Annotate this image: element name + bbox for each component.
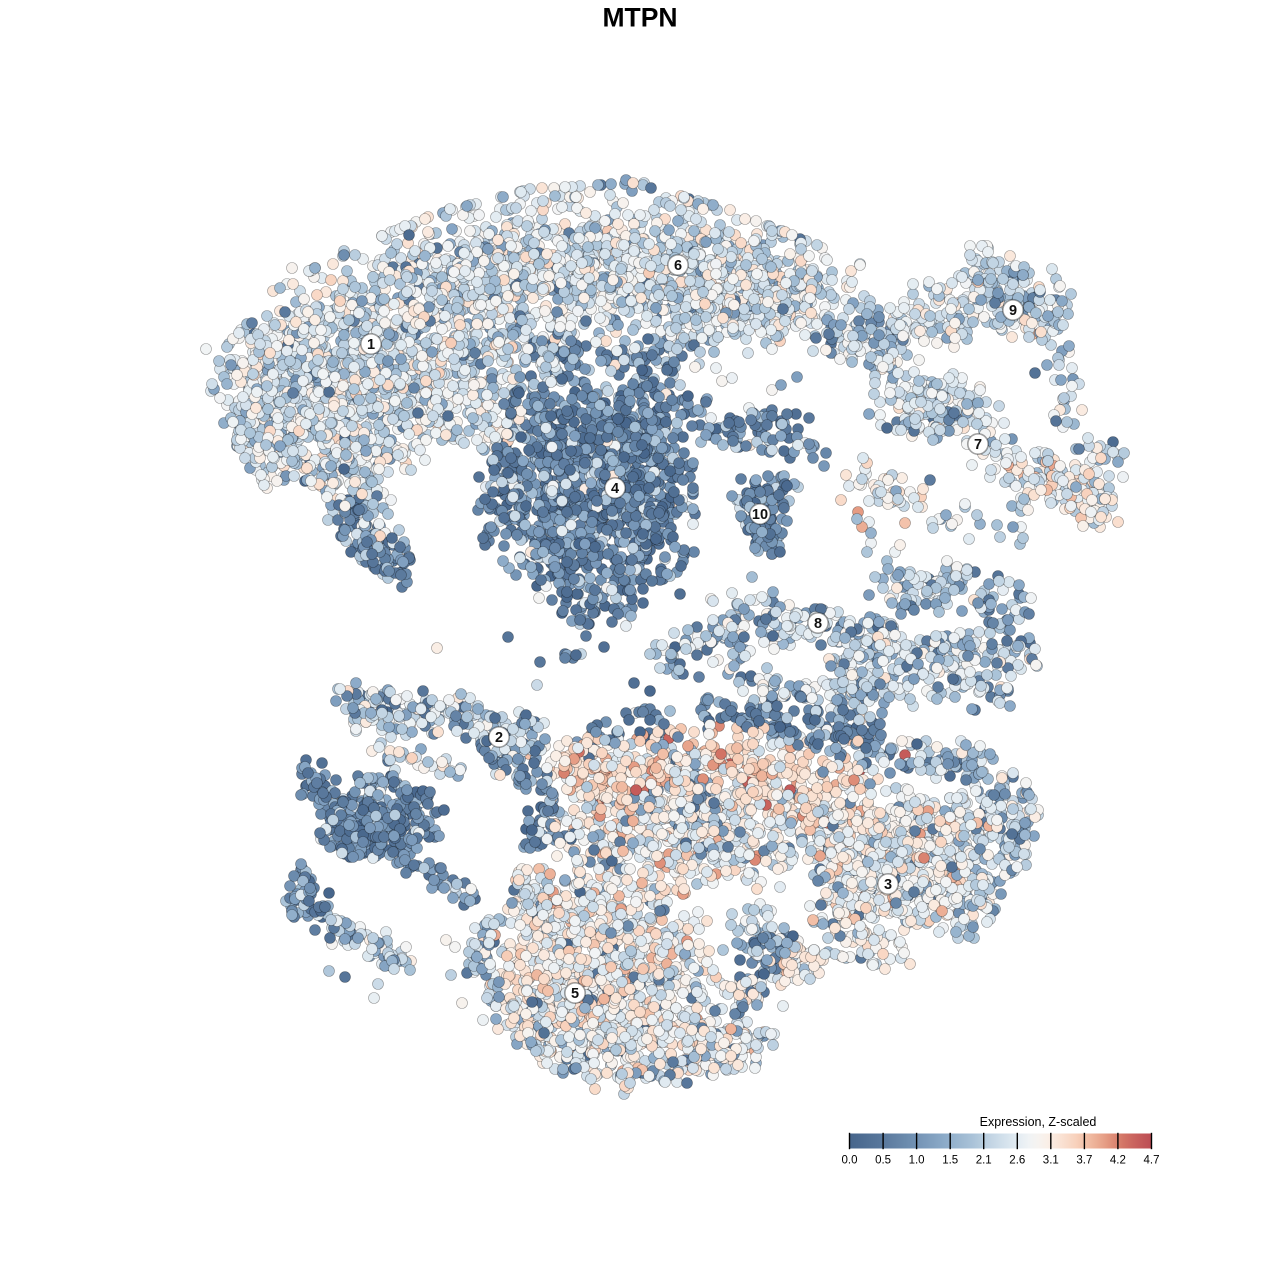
- svg-text:MTPN: MTPN: [602, 3, 677, 33]
